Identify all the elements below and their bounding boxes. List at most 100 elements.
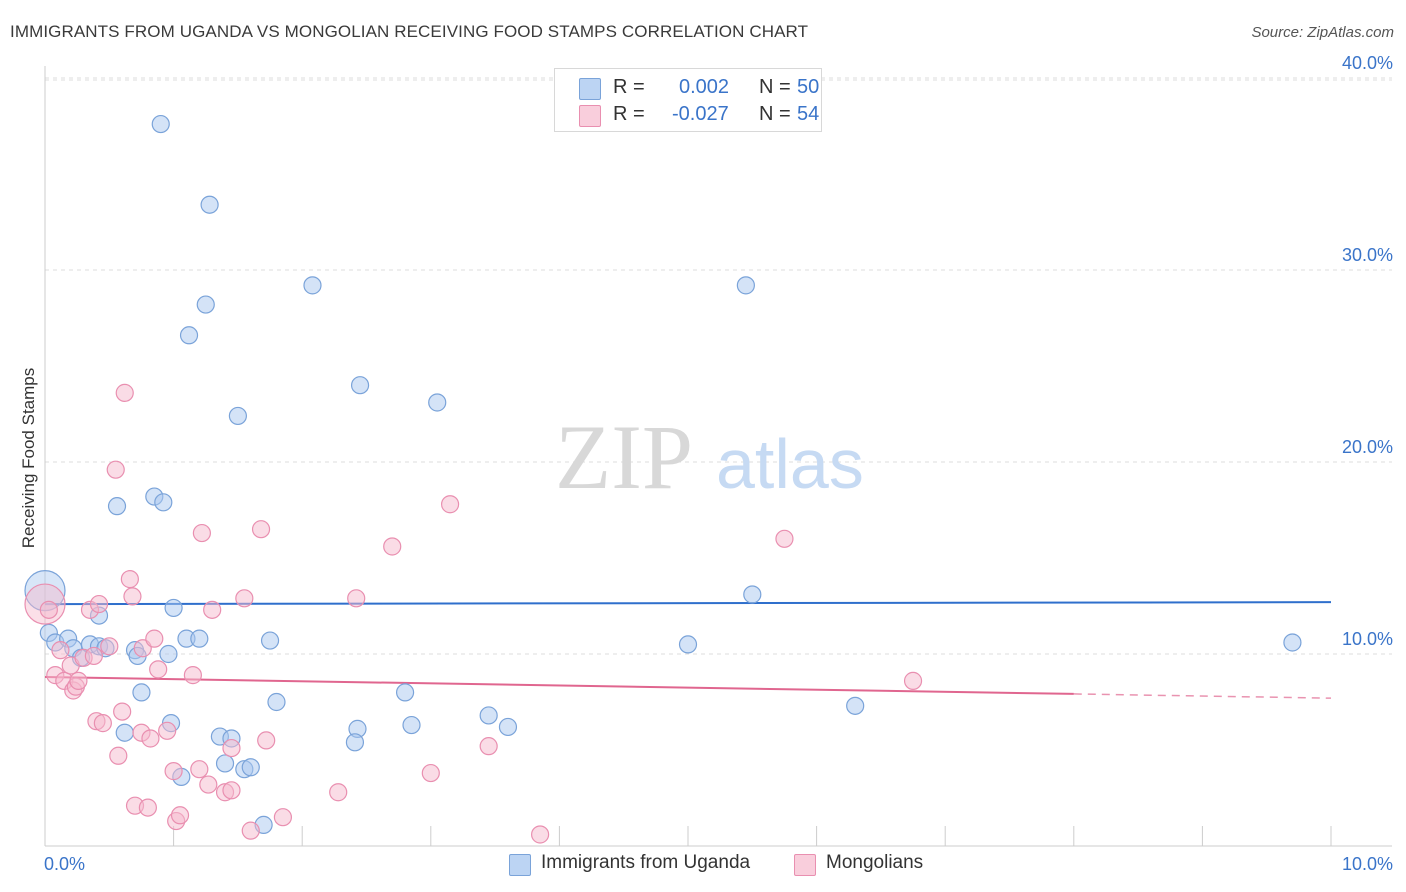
y-axis-label: Receiving Food Stamps: [19, 368, 38, 548]
point-blue: [1283, 633, 1302, 652]
point-pink: [141, 729, 160, 748]
point-pink: [531, 825, 550, 844]
point-pink: [115, 383, 134, 402]
point-blue: [736, 276, 755, 295]
legend-r-label: R =: [613, 76, 645, 98]
point-pink: [192, 523, 211, 543]
point-pink: [775, 529, 794, 548]
trend-line-pink: [44, 676, 1074, 695]
point-pink: [329, 783, 348, 802]
legend-n-label: N =: [759, 76, 791, 98]
point-pink: [164, 762, 183, 781]
point-blue: [303, 276, 322, 295]
point-pink: [100, 637, 119, 656]
chart-title: IMMIGRANTS FROM UGANDA VS MONGOLIAN RECE…: [10, 22, 809, 41]
bottom-legend-swatch-mongolians: [794, 854, 816, 876]
point-blue: [215, 754, 235, 773]
legend-n-label: N =: [759, 103, 791, 125]
point-blue: [164, 598, 183, 618]
x-tick-label: 0.0%: [44, 854, 85, 874]
trend-lines: [44, 601, 1332, 699]
bottom-legend-label-uganda: Immigrants from Uganda: [541, 852, 751, 873]
point-blue: [498, 717, 518, 737]
stats-legend: R = 0.002 N = 50 R = -0.027 N = 54: [554, 68, 822, 132]
y-tick-label: 20.0%: [1342, 437, 1393, 457]
point-blue: [159, 644, 178, 664]
point-blue: [115, 723, 134, 742]
watermark-atlas: atlas: [716, 425, 864, 503]
point-pink: [903, 671, 923, 690]
watermark: ZIP atlas: [555, 406, 864, 508]
point-pink: [89, 594, 109, 614]
point-blue: [267, 692, 286, 712]
point-pink: [273, 808, 293, 827]
legend-r-label: R =: [613, 103, 645, 125]
point-blue: [241, 758, 260, 777]
point-pink: [109, 746, 128, 765]
legend-n-value: 54: [797, 103, 820, 125]
y-tick-label: 40.0%: [1342, 53, 1393, 73]
point-blue: [107, 497, 127, 516]
point-pink: [158, 721, 177, 740]
point-pink: [183, 666, 202, 685]
y-tick-label: 30.0%: [1342, 245, 1393, 265]
point-pink: [84, 646, 103, 666]
y-tick-label: 10.0%: [1342, 629, 1393, 649]
point-pink: [93, 714, 112, 733]
axes: [44, 66, 1392, 847]
legend-swatch-uganda: [579, 78, 601, 100]
legend-n-value: 50: [797, 76, 820, 98]
point-pink: [440, 495, 460, 514]
point-blue: [151, 114, 170, 134]
point-blue: [190, 629, 209, 648]
point-blue: [743, 585, 762, 604]
point-blue: [132, 683, 151, 702]
point-blue: [402, 715, 421, 735]
point-blue: [395, 683, 415, 702]
data-points: [24, 114, 1302, 844]
axis-labels: 10.0% 20.0% 30.0% 40.0% 0.0% 10.0%: [44, 53, 1393, 874]
bottom-legend-label-mongolians: Mongolians: [826, 852, 924, 873]
point-pink: [479, 737, 498, 756]
x-tick-label: 10.0%: [1342, 854, 1393, 874]
watermark-zip: ZIP: [555, 406, 693, 508]
point-pink: [203, 600, 222, 619]
bottom-legend-swatch-uganda: [509, 854, 531, 876]
point-blue: [428, 393, 447, 412]
legend-r-value: -0.027: [672, 103, 729, 125]
point-pink: [257, 731, 276, 750]
point-pink: [199, 775, 218, 794]
point-pink: [421, 763, 440, 783]
gridlines: [45, 77, 1392, 655]
point-pink: [51, 641, 70, 660]
point-pink: [190, 760, 209, 779]
point-pink: [383, 537, 402, 556]
point-pink: [138, 798, 157, 817]
point-blue: [196, 295, 215, 314]
point-pink: [222, 738, 241, 758]
point-blue: [479, 706, 498, 725]
point-pink: [69, 671, 88, 690]
point-pink: [251, 520, 271, 539]
source-note: Source: ZipAtlas.com: [1251, 24, 1394, 41]
point-pink: [347, 589, 366, 608]
trend-line-blue: [44, 601, 1332, 606]
point-blue: [345, 733, 365, 752]
legend-swatch-mongolians: [579, 105, 601, 127]
point-blue: [260, 631, 280, 650]
point-pink: [120, 570, 139, 589]
point-pink: [170, 806, 190, 825]
trend-line-dashed-pink: [1073, 693, 1332, 699]
point-pink: [106, 460, 125, 479]
point-pink: [145, 629, 164, 648]
point-blue: [678, 635, 698, 654]
point-blue: [846, 696, 865, 715]
point-pink: [113, 702, 132, 721]
point-pink: [241, 821, 260, 840]
point-blue: [179, 326, 199, 345]
point-blue: [154, 493, 173, 512]
point-blue: [228, 406, 247, 426]
point-pink: [123, 587, 142, 606]
point-blue: [200, 195, 219, 214]
